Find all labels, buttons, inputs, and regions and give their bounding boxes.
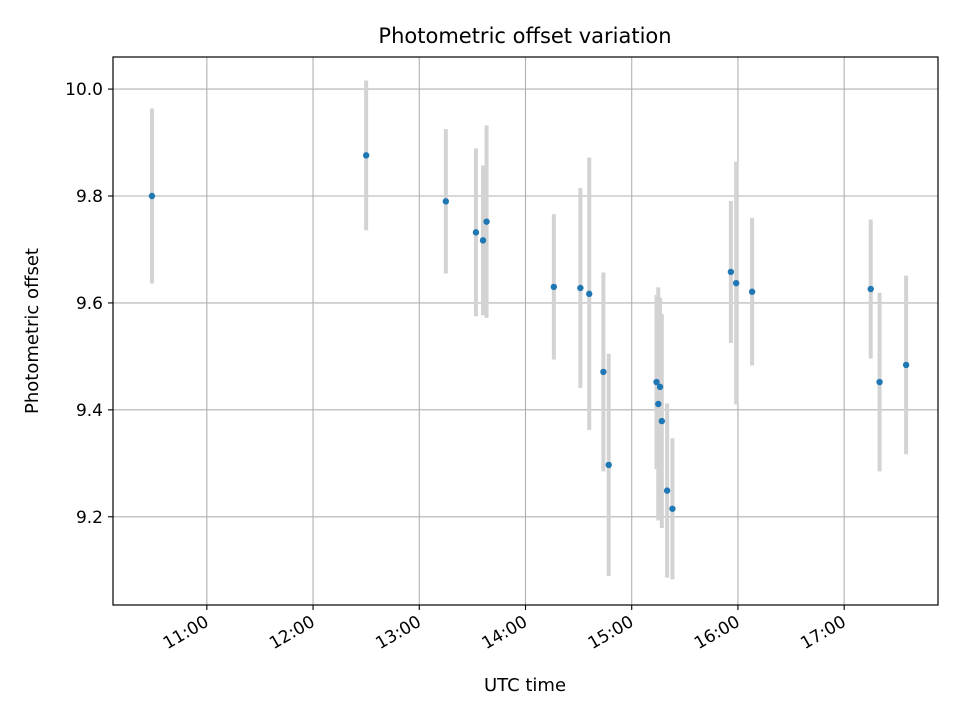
- data-point: [867, 285, 874, 293]
- data-point: [663, 487, 671, 494]
- data-point: [600, 368, 607, 376]
- y-tick-label: 10.0: [65, 80, 103, 100]
- y-tick-label: 9.2: [76, 508, 103, 528]
- y-tick-label: 9.4: [76, 401, 103, 421]
- data-point: [479, 237, 487, 244]
- data-point: [732, 279, 740, 287]
- y-tick-label: 9.8: [76, 187, 103, 207]
- y-axis-label: Photometric offset: [22, 248, 43, 414]
- data-point: [586, 290, 593, 298]
- data-point: [727, 268, 735, 276]
- data-point: [605, 461, 612, 469]
- data-point: [655, 400, 662, 408]
- chart-title: Photometric offset variation: [378, 24, 671, 48]
- data-point: [669, 505, 676, 512]
- data-point: [362, 152, 370, 159]
- data-point: [653, 378, 660, 386]
- data-point: [748, 288, 756, 295]
- data-point: [550, 283, 558, 291]
- data-point: [876, 378, 883, 386]
- data-point: [442, 198, 450, 205]
- data-point: [656, 383, 664, 391]
- data-points: [148, 152, 910, 512]
- data-point: [472, 229, 480, 236]
- data-point: [483, 218, 490, 225]
- data-point: [658, 417, 666, 425]
- data-point: [148, 192, 156, 200]
- x-axis-label: UTC time: [484, 675, 566, 696]
- y-tick-label: 9.6: [76, 294, 103, 314]
- data-point: [577, 284, 584, 292]
- data-point: [902, 361, 910, 369]
- y-axis-ticks: 9.2 9.4 9.6 9.8 10.0: [65, 80, 113, 528]
